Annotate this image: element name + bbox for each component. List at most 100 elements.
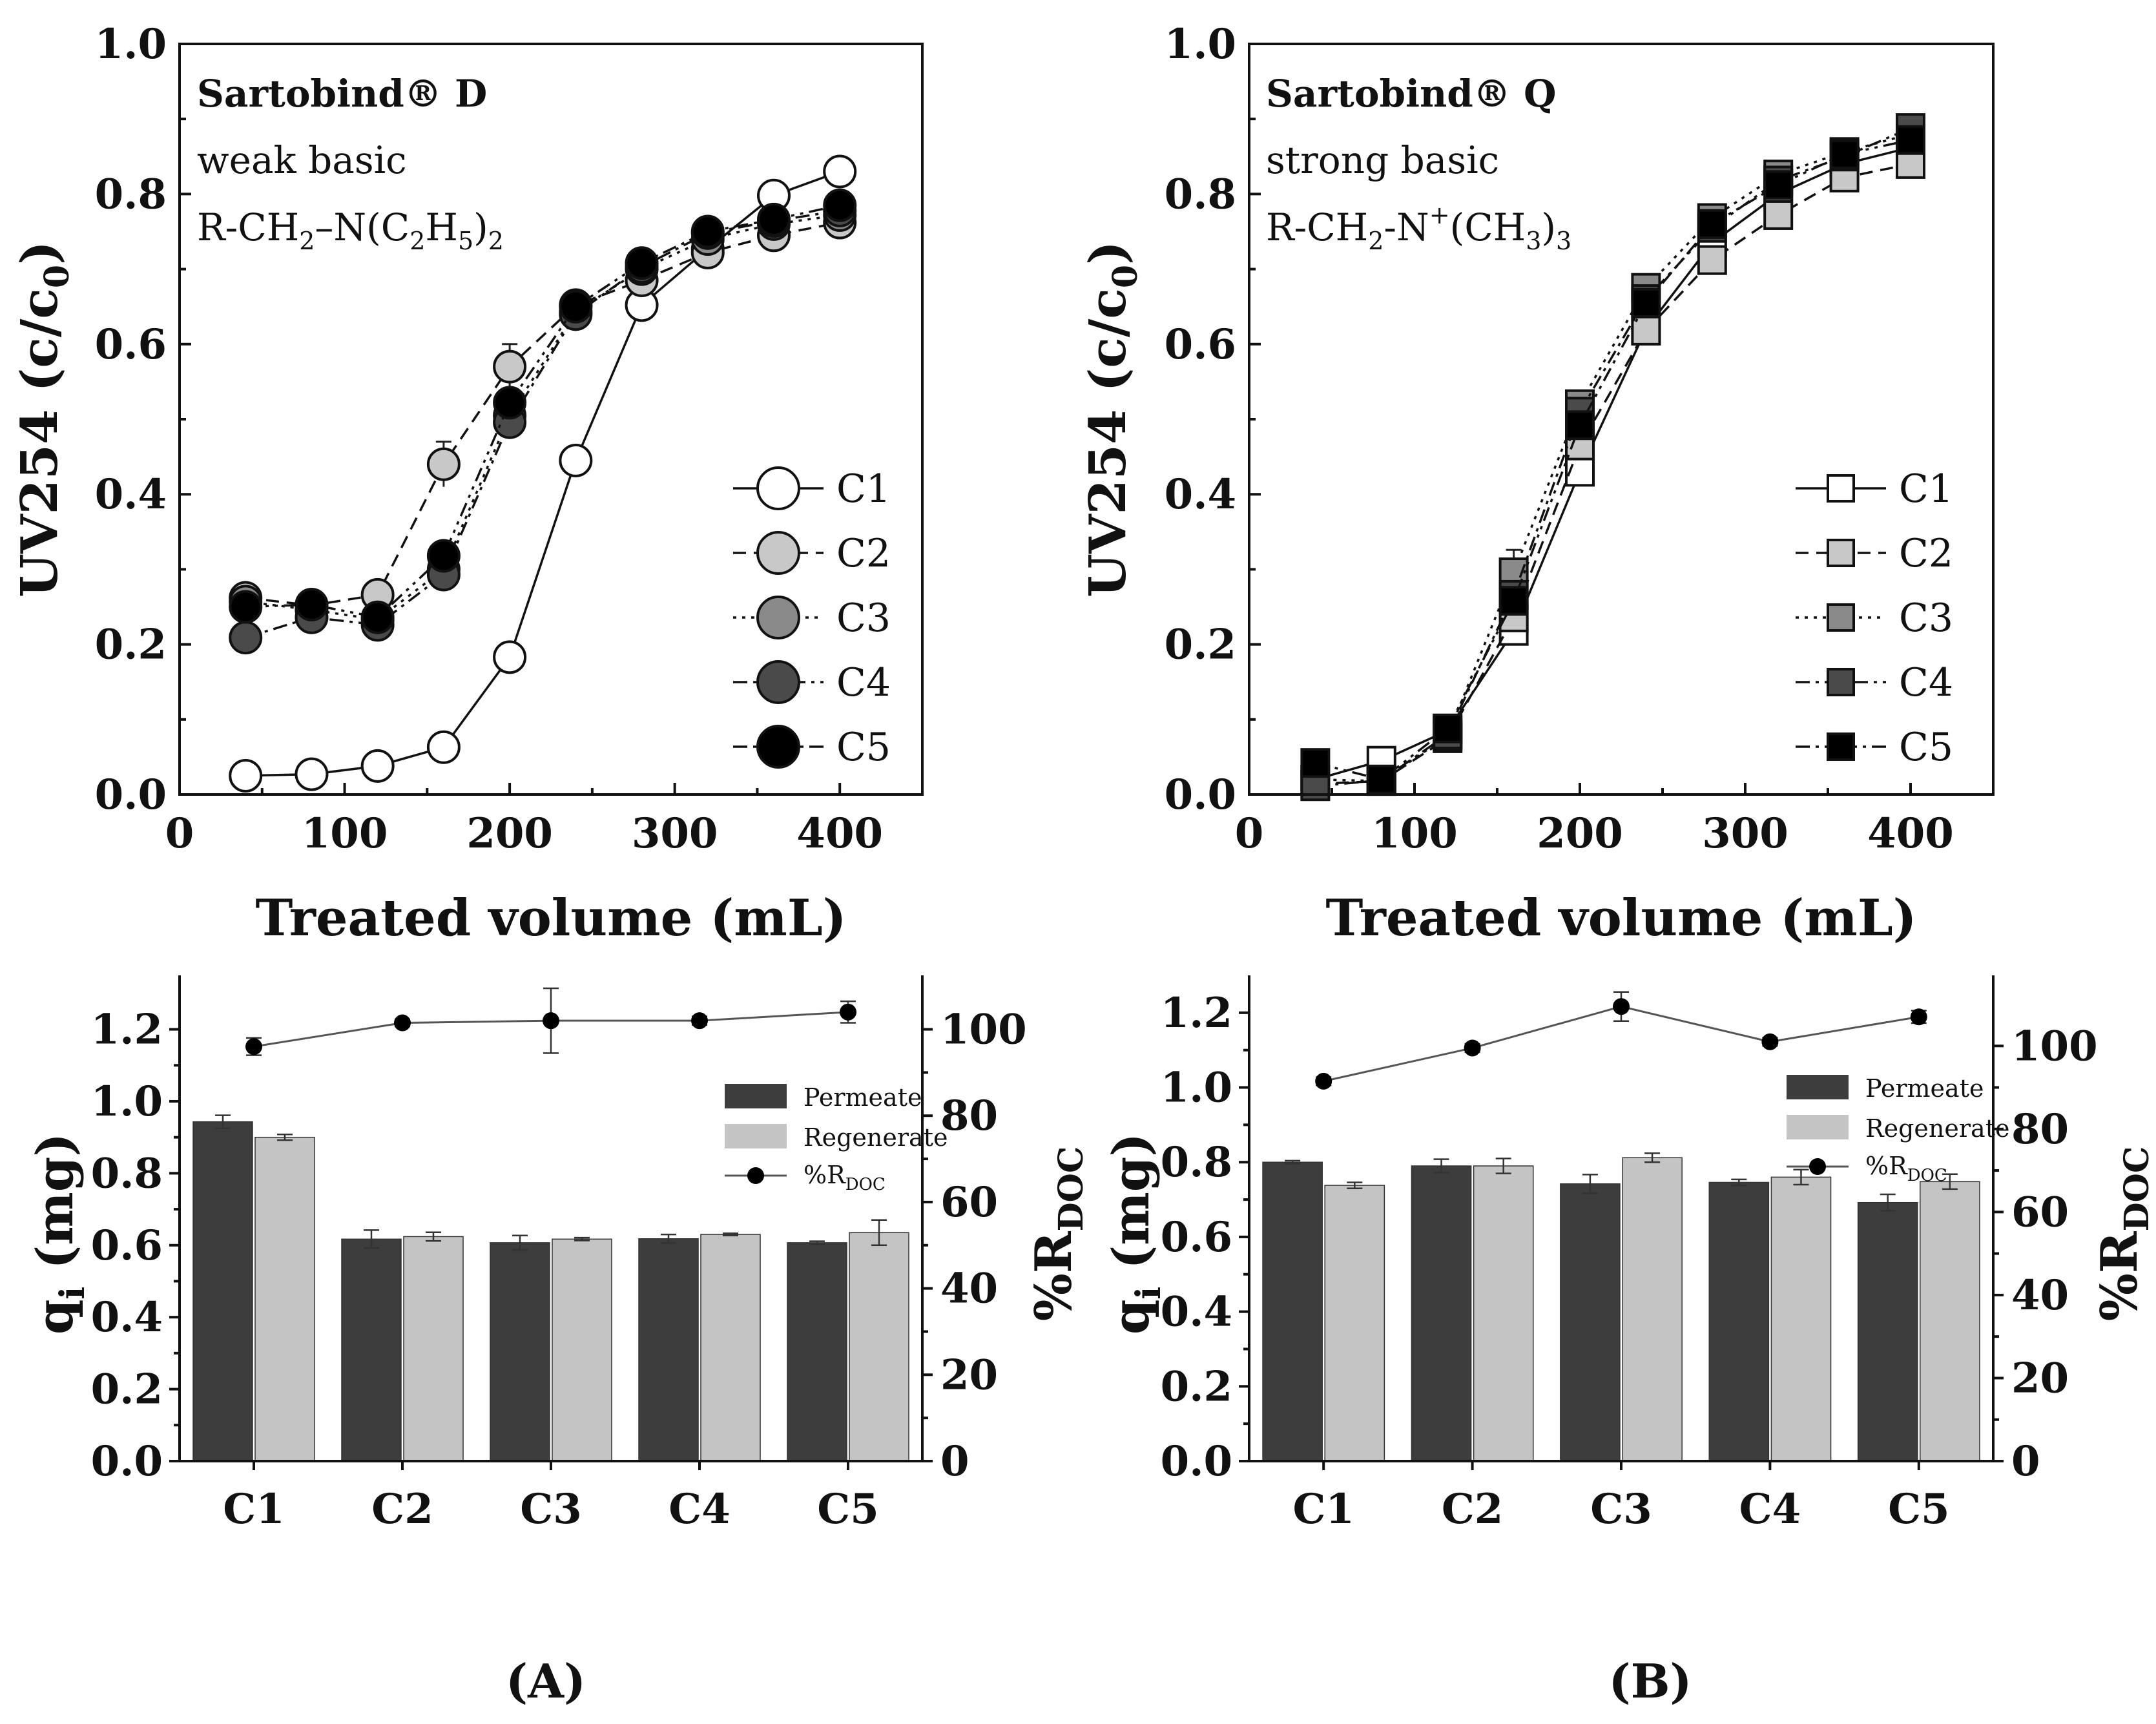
rdoc-point [1910, 1008, 1927, 1026]
y2-tick-label: 40 [940, 1265, 998, 1313]
y-tick-label: 0.4 [91, 1293, 163, 1342]
legend-label-c4: C4 [1899, 660, 1953, 705]
series-c5 [229, 188, 857, 634]
bar-regenerate [1770, 1176, 1832, 1462]
rdoc-point [394, 1014, 411, 1032]
legend-marker-c2 [756, 531, 800, 575]
bar-permeate [787, 1242, 847, 1462]
legend-label-c3: C3 [836, 596, 891, 641]
x-tick-label: 300 [1702, 809, 1788, 858]
y2-tick-label: 0 [2011, 1437, 2040, 1486]
legend-label-c5: C5 [1899, 725, 1953, 770]
data-point-c1 [559, 443, 593, 477]
x-tick-label: C5 [817, 1485, 878, 1533]
legend-label-c3: C3 [1899, 596, 1953, 641]
y-tick-label: 0.6 [1161, 1213, 1232, 1262]
data-point-c5 [823, 188, 857, 222]
legend-label-c5: C5 [836, 725, 891, 770]
data-point-c2 [426, 447, 461, 481]
data-point-c2 [1896, 149, 1925, 179]
y2-tick-label: 80 [2011, 1105, 2069, 1154]
data-point-c5 [493, 386, 527, 420]
uv-d-formula: R-CH2–N(C2H5)2 [197, 205, 504, 255]
y-tick-label: 0.2 [91, 1366, 163, 1414]
bar-regenerate [849, 1232, 909, 1462]
data-point-c5 [1631, 287, 1661, 318]
y-tick-label: 0.8 [95, 170, 167, 218]
data-point-c5 [1366, 764, 1396, 794]
rdoc-point [691, 1012, 708, 1030]
x-tick-label: C4 [1739, 1485, 1801, 1533]
x-tick-label: C5 [1888, 1485, 1949, 1533]
data-point-c1 [229, 758, 263, 793]
y-tick-label: 0.0 [1165, 771, 1236, 819]
y2-tick-label: 100 [2011, 1022, 2098, 1070]
bar-b-ylabel: qi (mg) [1102, 1133, 1168, 1335]
bar-permeate [1857, 1201, 1918, 1462]
uv-chart-q: 0 100 200 300 400 0.0 0.2 0.4 0.6 0.8 1.0 Sartobin… [1079, 20, 1995, 948]
uv-q-xlabel: Treated volume (mL) [1325, 889, 1916, 948]
y-tick-label: 1.0 [1165, 20, 1236, 68]
series-c4 [229, 193, 857, 655]
legend-swatch-regenerate [725, 1124, 787, 1148]
series-line-c3 [1315, 132, 1911, 782]
y-tick-label: 0.4 [1165, 470, 1236, 519]
x-tick-label: 0 [1235, 809, 1264, 858]
legend-label-c2: C2 [836, 531, 891, 576]
x-tick-label: 100 [302, 809, 388, 858]
legend-marker-c1 [756, 466, 800, 510]
legend-marker-c4 [756, 660, 800, 704]
rdoc-point [543, 1012, 559, 1030]
legend-marker-rdoc [747, 1167, 764, 1184]
bar-permeate [1560, 1183, 1621, 1462]
data-point-c5 [690, 214, 725, 249]
uv-d-xlabel: Treated volume (mL) [255, 889, 846, 948]
data-point-c1 [295, 757, 329, 791]
legend-marker-c2 [1827, 539, 1855, 567]
bar-a-legend: Permeate Regenerate %RDOC [725, 1083, 948, 1194]
y-tick-label: 0.8 [91, 1149, 163, 1198]
y2-tick-label: 80 [940, 1092, 998, 1140]
panel-label-a: (A) [506, 1654, 586, 1708]
series-line-c3 [245, 214, 840, 621]
y-tick-label: 0.6 [95, 320, 167, 369]
series-line-c4 [1315, 127, 1911, 787]
data-point-c2 [1697, 245, 1727, 275]
uv-q-title: Sartobind® Q [1266, 72, 1557, 116]
legend-marker-c3 [756, 596, 800, 639]
y-tick-label: 1.0 [91, 1077, 163, 1126]
x-tick-label: 100 [1371, 809, 1458, 858]
bar-b-y2label: %RDOC [2090, 1147, 2156, 1322]
x-tick-label: C2 [371, 1485, 433, 1533]
legend-label-c2: C2 [1899, 531, 1953, 576]
bar-permeate [1411, 1165, 1472, 1462]
data-point-c5 [1829, 139, 1860, 169]
x-tick-label: 200 [466, 809, 553, 858]
legend-label-permeate: Permeate [803, 1083, 922, 1112]
data-point-c1 [823, 154, 857, 189]
data-point-c5 [625, 246, 659, 280]
legend-label-c1: C1 [836, 466, 891, 512]
data-point-c5 [1697, 209, 1727, 239]
series-rdoc [245, 987, 856, 1056]
series-line-c4 [245, 209, 840, 639]
legend-marker-c5 [756, 725, 800, 769]
bar-permeate [1708, 1181, 1770, 1462]
data-point-c2 [493, 349, 527, 384]
legend-marker-rdoc [1809, 1158, 1826, 1175]
bar-regenerate [1920, 1181, 1980, 1462]
bar-regenerate [700, 1234, 761, 1462]
bar-a-ylabel: qi (mg) [26, 1133, 92, 1335]
bar-regenerate [552, 1238, 612, 1462]
series-regenerate [1324, 1152, 1980, 1462]
data-point-c5 [1565, 410, 1595, 441]
series-rdoc [1315, 991, 1927, 1090]
rdoc-point [1613, 998, 1630, 1015]
data-point-c1 [493, 640, 527, 674]
series-c3 [229, 198, 857, 637]
legend-label-rdoc-sub: DOC [845, 1175, 886, 1194]
data-point-c1 [360, 749, 395, 783]
bar-permeate [341, 1238, 402, 1462]
y-tick-label: 0.0 [95, 771, 167, 819]
